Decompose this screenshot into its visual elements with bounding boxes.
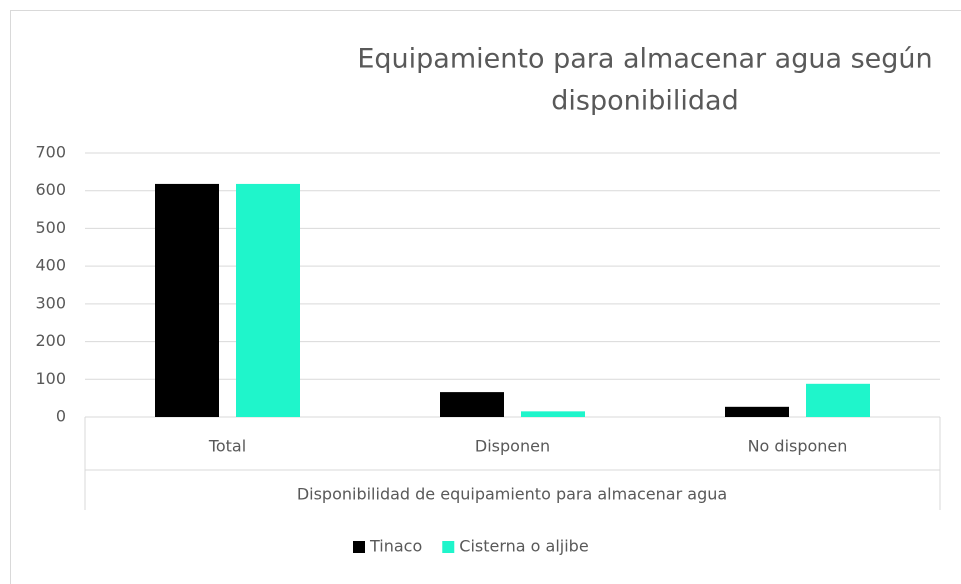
bar (521, 411, 585, 417)
y-tick-label: 200 (35, 331, 66, 350)
bar (236, 183, 300, 417)
x-tick-label: Total (208, 437, 246, 456)
bar (725, 406, 789, 417)
legend-swatch (353, 541, 365, 553)
legend-label: Tinaco (369, 537, 422, 556)
y-tick-label: 100 (35, 369, 66, 388)
bar (440, 392, 504, 417)
x-tick-label: Disponen (475, 437, 550, 456)
legend-swatch (442, 541, 455, 553)
x-axis-title: Disponibilidad de equipamiento para alma… (297, 485, 727, 504)
y-tick-label: 500 (35, 218, 66, 237)
chart-title: Equipamiento para almacenar agua según (357, 44, 932, 75)
y-tick-label: 700 (35, 143, 66, 162)
y-tick-label: 600 (35, 180, 66, 199)
y-tick-label: 400 (35, 256, 66, 275)
legend-label: Cisterna o aljibe (459, 537, 588, 556)
y-tick-label: 300 (35, 293, 66, 312)
bar (806, 383, 870, 417)
x-tick-label: No disponen (748, 437, 848, 456)
chart-title: disponibilidad (551, 86, 738, 117)
bar (155, 183, 219, 417)
y-tick-label: 0 (56, 407, 66, 426)
